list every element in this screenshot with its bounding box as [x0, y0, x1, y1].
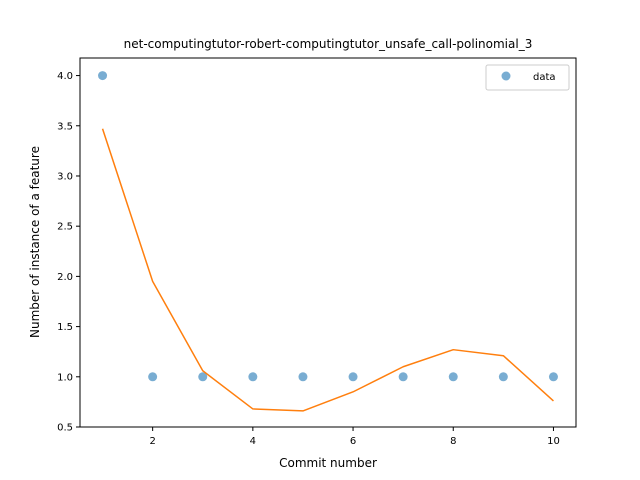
y-tick-label: 1.0 [57, 372, 73, 383]
data-point [298, 372, 308, 382]
data-point [398, 372, 408, 382]
y-tick-label: 1.5 [57, 322, 73, 333]
data-point [198, 372, 208, 382]
data-point [548, 372, 558, 382]
y-tick-label: 4.0 [57, 71, 73, 82]
x-tick-label: 4 [250, 436, 256, 447]
y-tick-label: 0.5 [57, 423, 73, 434]
data-point [348, 372, 358, 382]
x-tick-label: 6 [350, 436, 356, 447]
legend-label-data: data [533, 72, 556, 83]
data-point [148, 372, 158, 382]
x-axis-label: Commit number [279, 456, 377, 470]
y-tick-label: 3.0 [57, 171, 73, 182]
legend-frame [485, 64, 570, 91]
legend: data [485, 64, 570, 91]
y-tick-label: 2.0 [57, 272, 73, 283]
plot-content [98, 71, 558, 412]
x-tick-label: 2 [149, 436, 155, 447]
x-tick-label: 10 [547, 436, 560, 447]
y-tick-label: 3.5 [57, 121, 73, 132]
data-point [98, 71, 108, 81]
data-point [448, 372, 458, 382]
data-point [248, 372, 258, 382]
chart-title: net-computingtutor-robert-computingtutor… [124, 37, 533, 51]
data-point [498, 372, 508, 382]
plot-frame [79, 57, 577, 428]
fit-line [101, 128, 554, 412]
y-tick-label: 2.5 [57, 222, 73, 233]
axes: 2 4 6 8 10 0.5 1.0 1.5 2.0 2.5 3.0 3.5 4.0 [57, 57, 577, 447]
y-axis-label: Number of instance of a feature [28, 146, 42, 338]
x-tick-label: 8 [450, 436, 456, 447]
legend-marker-data [501, 71, 511, 81]
